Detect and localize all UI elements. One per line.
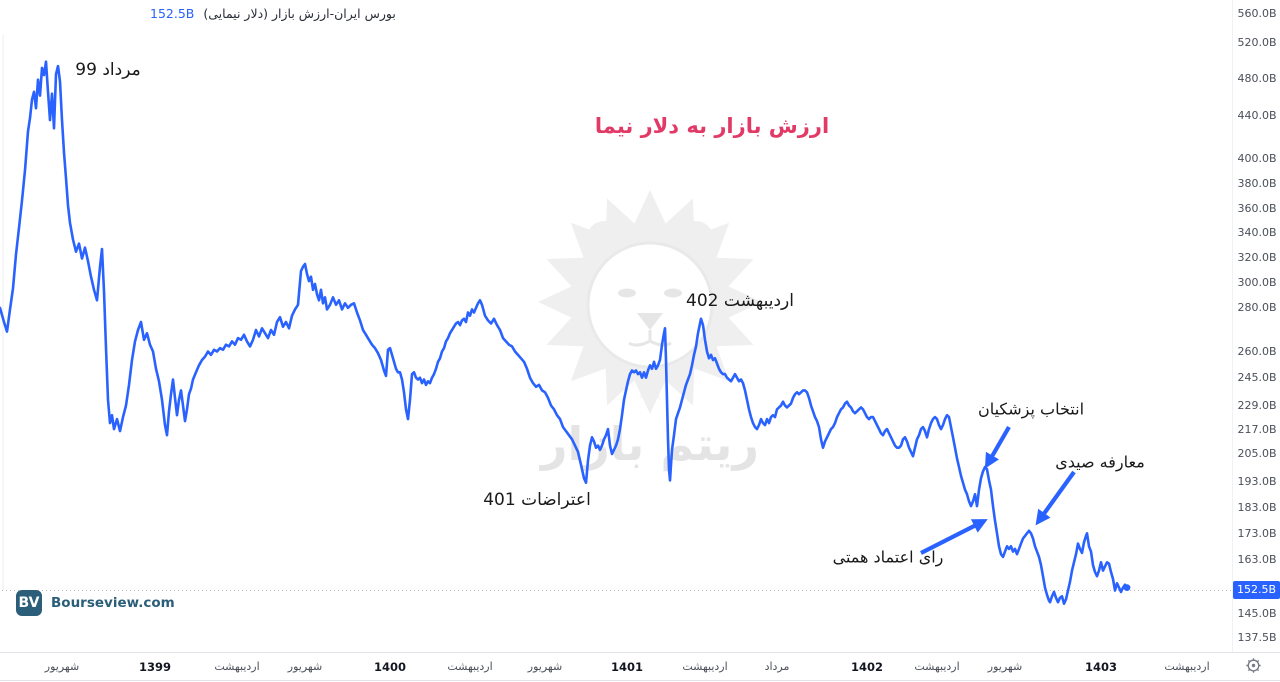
price-axis[interactable]: 560.0B 520.0B 480.0B 440.0B 400.0B 380.0B 360.…	[1232, 0, 1280, 652]
time-tick-label: شهریور	[287, 660, 323, 673]
annotation-arrow-icon	[1035, 470, 1076, 526]
time-tick-label: 1403	[1084, 660, 1117, 674]
chart-annotation-mordad-99: مرداد 99	[75, 60, 141, 80]
watermark-text: ریتم بازار	[539, 417, 759, 471]
price-line-series	[0, 60, 1129, 606]
symbol-legend[interactable]: بورس ایران-ارزش بازار (دلار نیمایی) 152.…	[150, 6, 396, 21]
price-tick-label: 400.0B	[1237, 152, 1277, 165]
chart-annotation-ordibehesht-402: اردیبهشت 402	[686, 291, 794, 311]
axis-separator-bottom	[0, 680, 1280, 681]
price-tick-label: 320.0B	[1237, 251, 1277, 264]
brand-name: Bourseview.com	[51, 595, 175, 611]
price-tick-label: 300.0B	[1237, 276, 1277, 289]
last-price-dot	[1123, 584, 1131, 591]
price-tick-label: 340.0B	[1237, 226, 1277, 239]
last-price-badge[interactable]: 152.5B	[1233, 581, 1280, 599]
price-tick-label: 163.0B	[1237, 553, 1277, 566]
time-tick-label: شهریور	[527, 660, 563, 673]
time-tick-label: اردیبهشت	[682, 660, 728, 673]
time-tick-label: 1400	[373, 660, 406, 674]
price-tick-label: 193.0B	[1237, 475, 1277, 488]
time-tick-label: 1399	[138, 660, 171, 674]
price-tick-label: 229.0B	[1237, 399, 1277, 412]
price-tick-label: 145.0B	[1237, 607, 1277, 620]
chart-annotation-market-cap-usd: ارزش بازار به دلار نیما	[594, 114, 830, 138]
time-tick-label: شهریور	[987, 660, 1023, 673]
annotation-arrows	[920, 425, 1076, 555]
time-tick-label: شهریور	[44, 660, 80, 673]
chart-annotation-hemmati: رای اعتماد همتی	[832, 547, 944, 567]
time-tick-label: 1402	[850, 660, 883, 674]
time-tick-label: اردیبهشت	[214, 660, 260, 673]
price-tick-label: 280.0B	[1237, 301, 1277, 314]
time-tick-label: اردیبهشت	[447, 660, 493, 673]
time-axis[interactable]: شهریور 1399 اردیبهشت شهریور 1400 اردیبهشت شهری…	[0, 653, 1280, 680]
price-tick-label: 245.0B	[1237, 371, 1277, 384]
time-tick-label: 1401	[610, 660, 643, 674]
annotation-arrow-icon	[984, 425, 1011, 469]
brand-badge: BV	[16, 590, 42, 616]
time-tick-label: اردیبهشت	[914, 660, 960, 673]
watermark-lion-icon	[538, 190, 762, 414]
price-tick-label: 560.0B	[1237, 7, 1277, 20]
price-tick-label: 520.0B	[1237, 36, 1277, 49]
annotation-arrow-icon	[920, 519, 988, 555]
time-tick-label: اردیبهشت	[1164, 660, 1210, 673]
price-tick-label: 183.0B	[1237, 501, 1277, 514]
chart-annotation-protests-401: اعتراضات 401	[483, 490, 591, 510]
price-tick-label: 217.0B	[1237, 423, 1277, 436]
price-tick-label: 360.0B	[1237, 202, 1277, 215]
price-tick-label: 480.0B	[1237, 72, 1277, 85]
settings-gear-icon[interactable]	[1245, 657, 1262, 674]
axis-separator-top	[0, 652, 1280, 653]
brand-logo[interactable]: BV Bourseview.com	[16, 590, 175, 616]
price-tick-label: 173.0B	[1237, 527, 1277, 540]
price-tick-label: 137.5B	[1237, 631, 1277, 644]
time-tick-label: مرداد	[764, 660, 790, 673]
price-tick-label: 440.0B	[1237, 109, 1277, 122]
last-value-label: 152.5B	[150, 6, 195, 21]
chart-annotation-pezeshkian: انتخاب پزشکیان	[977, 399, 1085, 419]
price-tick-label: 205.0B	[1237, 447, 1277, 460]
price-tick-label: 380.0B	[1237, 177, 1277, 190]
price-tick-label: 260.0B	[1237, 345, 1277, 358]
symbol-title: بورس ایران-ارزش بازار (دلار نیمایی)	[203, 6, 396, 21]
chart-annotation-seydi: معارفه صیدی	[1055, 452, 1145, 472]
